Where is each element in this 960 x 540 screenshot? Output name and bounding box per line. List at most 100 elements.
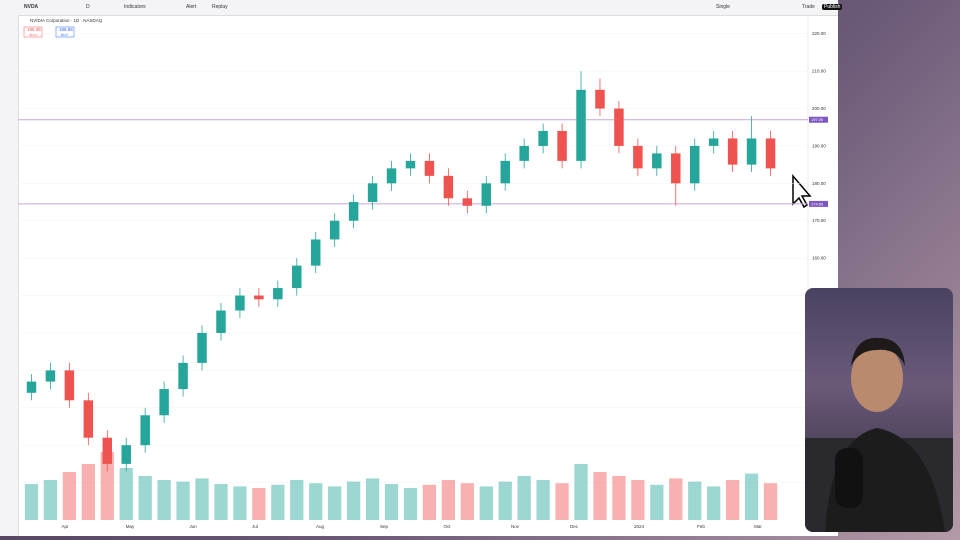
candle-body: [557, 130, 567, 161]
y-tick-label: 210.00: [812, 69, 826, 74]
x-tick-label: Mar: [754, 524, 762, 529]
volume-bar: [555, 483, 569, 520]
volume-bar: [744, 473, 759, 520]
candle-body: [329, 220, 340, 240]
volume-bar: [138, 476, 152, 520]
level-label-box: [809, 200, 828, 207]
volume-bar: [498, 481, 512, 520]
volume-bar: [441, 480, 456, 520]
x-tick-label: 2024: [634, 524, 645, 529]
layout[interactable]: Single: [716, 4, 730, 10]
volume-bar: [479, 486, 493, 520]
volume-bar: [763, 483, 778, 520]
candle-body: [595, 89, 605, 109]
volume-bar: [422, 484, 437, 520]
candle-body: [159, 389, 169, 416]
y-tick-label: 200.00: [812, 106, 826, 111]
candle-body: [348, 202, 359, 221]
volume-bar: [195, 478, 209, 520]
volume-bar: [593, 472, 607, 520]
candle-body: [746, 138, 757, 165]
x-tick-label: Jun: [189, 524, 197, 529]
candle-body: [481, 183, 492, 206]
x-tick-label: Aug: [316, 524, 325, 529]
volume-bar: [252, 488, 266, 520]
volume-bar: [176, 481, 190, 520]
candle-body: [519, 145, 529, 161]
candle-body: [254, 295, 264, 300]
candle-body: [708, 138, 719, 146]
buy-box[interactable]: [55, 26, 75, 38]
volume-bar: [688, 481, 702, 520]
volume-bar: [100, 452, 114, 520]
buy-price: 186.55: [59, 27, 73, 32]
x-tick-label: Oct: [443, 524, 451, 529]
y-tick-label: 160.00: [812, 256, 826, 261]
candle-body: [424, 160, 435, 176]
volume-bar: [43, 480, 58, 520]
sell-price: 186.35: [27, 27, 41, 32]
candle-body: [633, 145, 643, 169]
x-tick-label: Jul: [252, 524, 258, 529]
candle-body: [197, 332, 207, 363]
candle-body: [216, 310, 226, 333]
level-label: 174.50: [811, 201, 824, 206]
webcam-image: [805, 337, 953, 532]
volume-bar: [81, 464, 95, 520]
volume-bar: [517, 476, 531, 520]
candle-body: [273, 288, 283, 300]
candle-body: [26, 381, 37, 393]
candle-body: [102, 437, 113, 464]
sell-label: SELL: [29, 33, 38, 37]
candle-body: [178, 362, 188, 390]
level-label: 197.00: [811, 117, 824, 122]
candle-body: [538, 130, 548, 146]
x-tick-label: May: [126, 524, 135, 529]
volume-bar: [328, 486, 342, 520]
candle-body: [310, 239, 321, 266]
symbol[interactable]: NVDA: [24, 4, 39, 10]
candle-body: [652, 153, 662, 169]
replay[interactable]: Replay: [212, 4, 228, 10]
candle-body: [576, 89, 586, 161]
candle-body: [386, 168, 397, 184]
y-tick-label: 180.00: [812, 181, 826, 186]
alert[interactable]: Alert: [186, 4, 197, 10]
publish[interactable]: Publish: [822, 4, 843, 10]
candle-body: [83, 400, 94, 438]
chart: NVIDIA Corporation · 1D · NASDAQ 186.35 …: [18, 15, 828, 529]
indicators[interactable]: Indicators: [124, 4, 146, 10]
volume-bar: [62, 472, 77, 520]
volume-bar: [119, 468, 133, 520]
y-tick-label: 170.00: [812, 218, 826, 223]
candle-body: [405, 160, 416, 169]
interval[interactable]: D: [86, 4, 90, 10]
volume-bar: [707, 486, 721, 520]
volume-bar: [725, 480, 740, 520]
candle-body: [235, 295, 245, 311]
candle-body: [292, 265, 302, 289]
volume-bar: [631, 480, 645, 520]
x-tick-label: Dec: [570, 524, 579, 529]
x-tick-label: Apr: [61, 524, 69, 529]
candle-body: [462, 198, 473, 206]
x-tick-label: Nov: [511, 524, 520, 529]
volume-bar: [24, 484, 39, 520]
volume-bar: [612, 476, 626, 520]
volume-bar: [536, 480, 550, 520]
volume-bar: [157, 480, 171, 520]
candle-body: [121, 445, 131, 464]
volume-bar: [650, 484, 664, 520]
y-tick-label: 220.00: [812, 31, 826, 36]
volume-bar: [384, 484, 399, 520]
candle-body: [443, 175, 454, 199]
volume-bar: [574, 464, 588, 520]
trade[interactable]: Trade: [802, 4, 815, 10]
left-toolbar: [0, 15, 19, 536]
mouse-cursor: [792, 173, 812, 209]
sell-box[interactable]: [23, 26, 43, 38]
volume-bar: [365, 478, 380, 520]
candle-body: [689, 145, 700, 184]
x-tick-label: Sep: [380, 524, 389, 529]
